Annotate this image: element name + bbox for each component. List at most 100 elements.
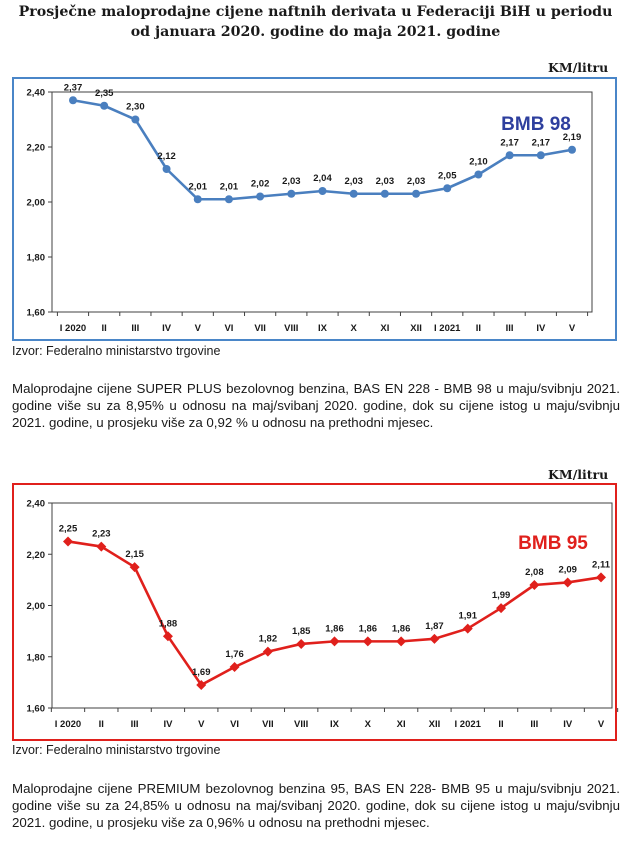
data-label: 2,11 <box>592 559 611 570</box>
data-label: 1,86 <box>359 623 378 634</box>
x-tick-label: IV <box>563 719 573 730</box>
data-point <box>443 184 452 193</box>
data-label: 2,35 <box>95 88 114 99</box>
y-tick-label: 1,80 <box>27 652 46 663</box>
data-label: 1,69 <box>192 667 211 678</box>
data-label: 2,23 <box>92 529 111 540</box>
x-tick-label: III <box>131 323 139 334</box>
x-tick-label: XI <box>380 323 389 334</box>
data-label: 1,85 <box>292 626 311 637</box>
data-point <box>429 633 440 644</box>
data-point <box>162 631 173 642</box>
page-title: Prosječne maloprodajne cijene naftnih de… <box>0 2 631 42</box>
data-point <box>596 572 606 583</box>
data-point <box>224 195 233 204</box>
data-label: 2,19 <box>563 132 582 143</box>
x-tick-label: VIII <box>294 719 308 730</box>
data-label: 1,99 <box>492 590 511 601</box>
data-label: 2,03 <box>376 176 395 187</box>
x-tick-label: V <box>569 323 576 334</box>
chart-frame-bmb98 <box>12 77 617 341</box>
data-label: 1,76 <box>225 649 244 660</box>
data-label: 1,88 <box>159 618 178 629</box>
data-label: 2,03 <box>282 176 301 187</box>
data-label: 2,30 <box>126 102 145 113</box>
chart-title: BMB 95 <box>518 533 588 554</box>
data-point <box>412 189 421 198</box>
x-tick-label: II <box>102 323 107 334</box>
data-point <box>329 636 340 647</box>
data-point <box>362 636 373 647</box>
y-tick-label: 2,00 <box>27 198 46 209</box>
data-label: 2,25 <box>59 523 78 534</box>
x-tick-label: IX <box>330 719 340 730</box>
series-line <box>67 540 602 687</box>
data-point <box>193 195 202 204</box>
data-point <box>462 623 473 634</box>
data-point <box>96 541 107 552</box>
x-tick-label: XII <box>429 719 441 730</box>
data-point <box>287 189 296 198</box>
page-title-line-2: od januara 2020. godine do maja 2021. go… <box>130 24 501 40</box>
x-tick-label: VII <box>254 323 266 334</box>
data-point <box>129 562 140 573</box>
data-point <box>63 536 73 547</box>
data-point <box>229 662 240 672</box>
x-tick-label: VI <box>230 719 239 730</box>
data-label: 2,17 <box>500 137 519 148</box>
y-tick-label: 2,40 <box>27 499 46 510</box>
data-point <box>496 603 507 614</box>
data-label: 1,86 <box>392 623 411 634</box>
x-tick-label: I 2021 <box>434 323 461 334</box>
data-point <box>505 151 514 160</box>
x-tick-label: IV <box>163 719 173 730</box>
y-tick-label: 2,20 <box>27 143 46 154</box>
x-tick-label: IV <box>536 323 546 334</box>
x-tick-label: V <box>598 719 605 730</box>
paragraph-bmb98: Maloprodajne cijene SUPER PLUS bezolovno… <box>12 381 620 430</box>
unit-label-bmb98: KM/litru <box>548 60 609 75</box>
data-point <box>100 101 109 110</box>
data-label: 2,08 <box>525 567 544 578</box>
data-label: 2,01 <box>220 181 239 192</box>
y-tick-label: 2,00 <box>27 601 46 612</box>
x-tick-label: II <box>476 323 481 334</box>
data-point <box>349 189 358 198</box>
data-point <box>568 145 576 154</box>
data-label: 2,15 <box>125 549 144 560</box>
x-tick-label: V <box>198 719 205 730</box>
x-tick-label: II <box>498 719 503 730</box>
x-tick-label: VI <box>224 323 233 334</box>
x-tick-label: I 2021 <box>455 719 482 730</box>
data-label: 1,87 <box>425 621 444 632</box>
data-point <box>396 636 407 647</box>
x-tick-label: XII <box>410 323 422 334</box>
source-note-bmb95: Izvor: Federalno ministarstvo trgovine <box>12 743 221 757</box>
data-point <box>562 577 573 588</box>
data-label: 2,04 <box>313 173 332 184</box>
data-point <box>536 151 545 160</box>
y-tick-label: 1,80 <box>27 253 46 264</box>
data-point <box>196 679 207 690</box>
data-label: 1,82 <box>259 634 278 645</box>
x-tick-label: VIII <box>284 323 298 334</box>
data-label: 2,12 <box>157 151 176 162</box>
data-label: 2,05 <box>438 170 457 181</box>
page-title-line-1: Prosječne maloprodajne cijene naftnih de… <box>18 4 613 20</box>
y-tick-label: 1,60 <box>27 704 46 715</box>
data-label: 2,03 <box>344 176 363 187</box>
y-tick-label: 2,20 <box>27 550 46 561</box>
x-tick-label: XI <box>397 719 406 730</box>
data-label: 2,02 <box>251 179 270 190</box>
chart-title: BMB 98 <box>501 114 571 135</box>
data-point <box>318 187 327 195</box>
data-label: 2,01 <box>189 181 208 192</box>
data-point <box>69 96 77 105</box>
x-tick-label: I 2020 <box>55 719 81 730</box>
unit-label-bmb95: KM/litru <box>548 467 609 482</box>
data-point <box>131 115 140 124</box>
data-point <box>474 170 483 179</box>
x-tick-label: I 2020 <box>60 323 86 334</box>
